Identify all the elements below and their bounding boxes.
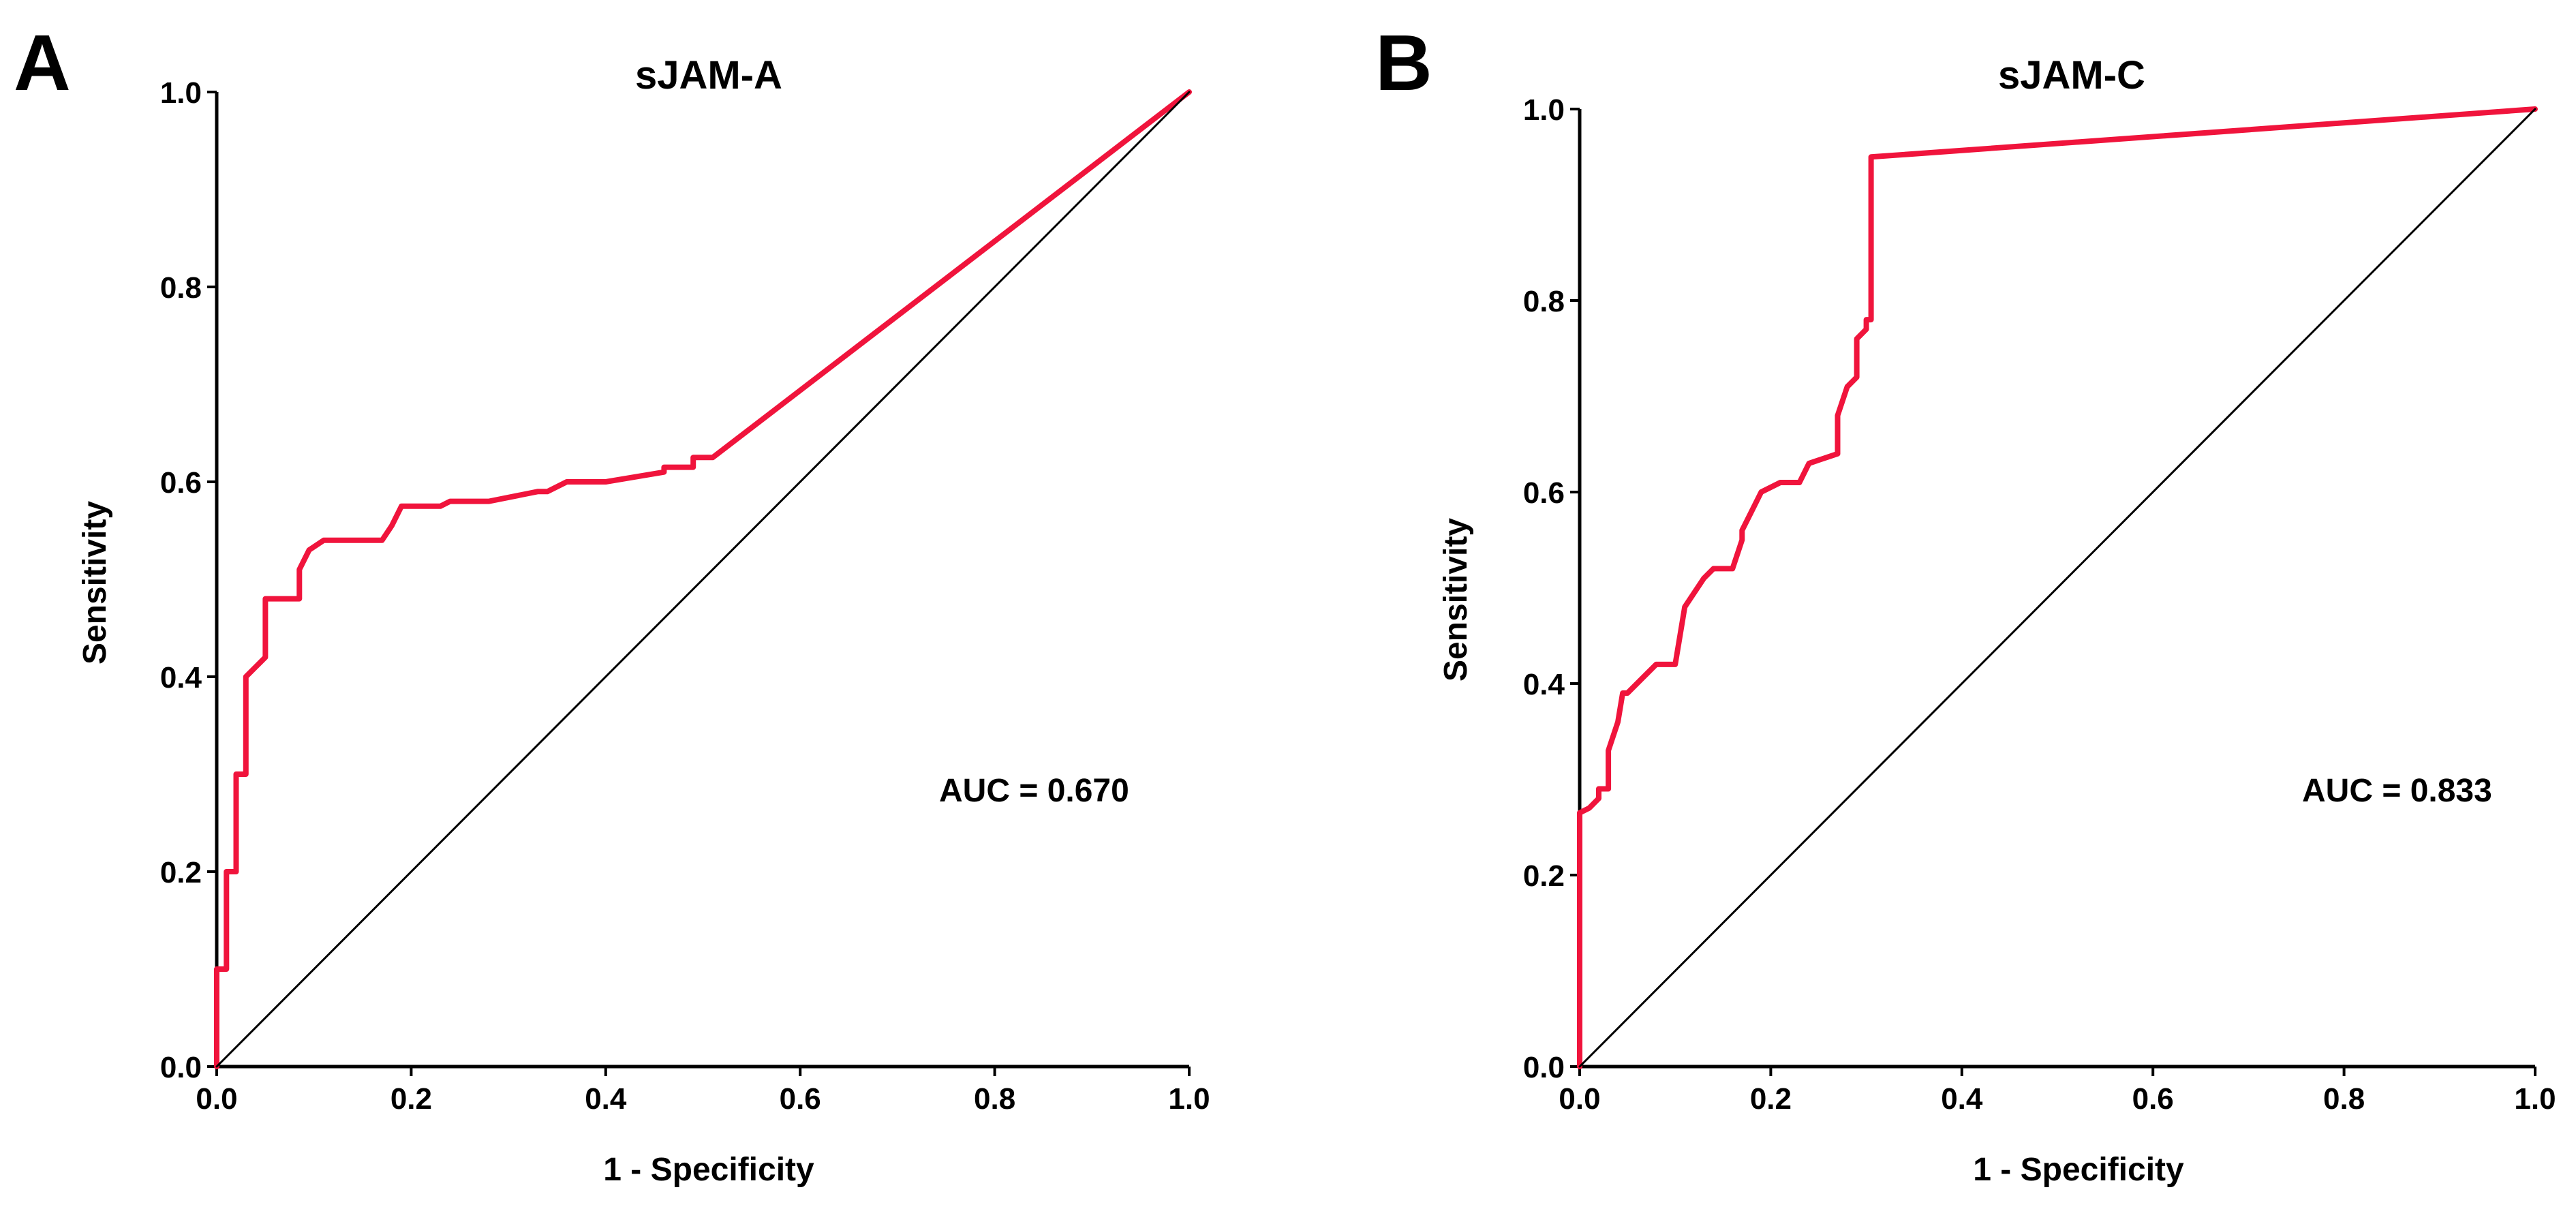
- x-tick-label-b: 0.0: [1559, 1082, 1600, 1116]
- x-tick-label-a: 0.8: [974, 1082, 1015, 1116]
- y-axis-label-b: Sensitivity: [1438, 518, 1474, 682]
- reference-diagonal-line-b: [1578, 108, 2536, 1068]
- x-tick-label-a: 0.4: [585, 1082, 627, 1116]
- y-axis-label-a: Sensitivity: [77, 501, 113, 664]
- y-tick-label-b: 1.0: [1523, 93, 1565, 127]
- x-tick-label-a: 0.0: [196, 1082, 237, 1116]
- chart-title-b: sJAM-C: [1998, 53, 2145, 97]
- panel-label-b: B: [1375, 18, 1432, 107]
- reference-diagonal-line-a: [215, 91, 1191, 1068]
- x-axis-label-b: 1 - Specificity: [1973, 1152, 2184, 1188]
- panel-b-chart: B sJAM-C 1 - Specificity Sensitivity AUC…: [1375, 18, 2556, 1188]
- roc-curve-line-b: [1577, 106, 2538, 1069]
- x-tick-label-a: 0.6: [780, 1082, 821, 1116]
- auc-annotation-b: AUC = 0.833: [2302, 773, 2492, 809]
- y-tick-label-a: 0.2: [160, 856, 202, 889]
- x-tick-label-b: 1.0: [2514, 1082, 2556, 1116]
- x-tick-label-b: 0.6: [2132, 1082, 2174, 1116]
- panel-a-chart: A sJAM-A 1 - Specificity Sensitivity AUC…: [14, 18, 1210, 1188]
- y-tick-label-a: 0.0: [160, 1051, 202, 1084]
- x-axis-label-a: 1 - Specificity: [603, 1152, 814, 1188]
- y-tick-label-a: 0.8: [160, 271, 202, 305]
- x-tick-label-b: 0.8: [2323, 1082, 2365, 1116]
- y-tick-label-b: 0.6: [1523, 476, 1565, 510]
- y-tick-label-b: 0.8: [1523, 285, 1565, 318]
- x-tick-label-a: 1.0: [1168, 1082, 1210, 1116]
- auc-annotation-a: AUC = 0.670: [939, 773, 1129, 809]
- y-tick-label-a: 1.0: [160, 76, 202, 110]
- y-tick-label-b: 0.4: [1523, 668, 1565, 701]
- y-tick-label-b: 0.0: [1523, 1051, 1565, 1084]
- roc-curve-line-a: [214, 89, 1192, 1069]
- y-tick-label-a: 0.4: [160, 661, 202, 694]
- x-tick-label-b: 0.2: [1750, 1082, 1792, 1116]
- panel-label-a: A: [14, 18, 71, 107]
- y-tick-label-b: 0.2: [1523, 859, 1565, 893]
- x-tick-label-b: 0.4: [1941, 1082, 1983, 1116]
- x-tick-label-a: 0.2: [390, 1082, 432, 1116]
- chart-title-a: sJAM-A: [635, 53, 782, 97]
- y-tick-label-a: 0.6: [160, 466, 202, 500]
